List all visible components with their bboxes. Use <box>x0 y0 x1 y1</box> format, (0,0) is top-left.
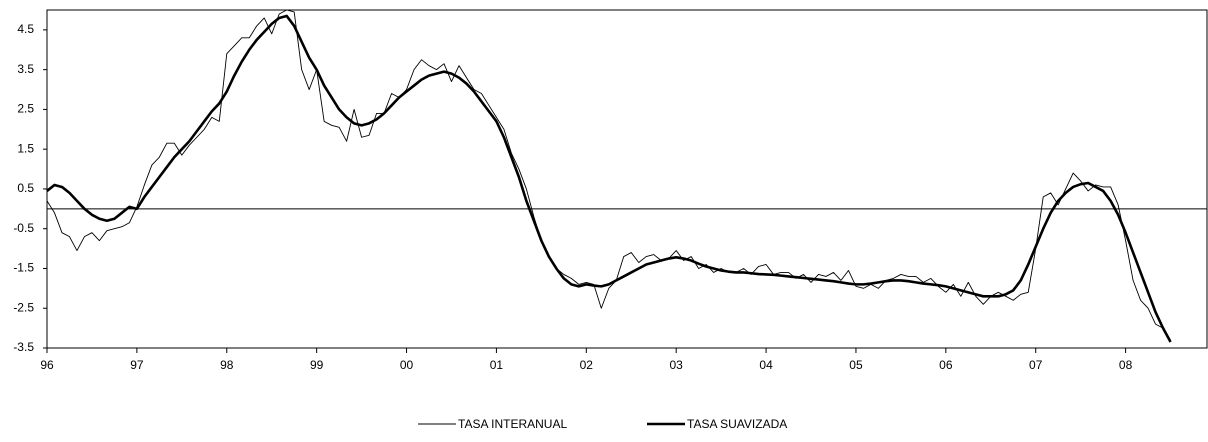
legend-label: TASA SUAVIZADA <box>687 417 787 431</box>
x-tick-label: 99 <box>310 358 324 372</box>
x-tick-label: 98 <box>220 358 234 372</box>
y-tick-label: 4.5 <box>17 22 34 36</box>
x-tick-label: 97 <box>130 358 144 372</box>
y-tick-label: 0.5 <box>17 181 34 195</box>
y-tick-label: 2.5 <box>17 102 34 116</box>
x-tick-label: 06 <box>939 358 953 372</box>
y-tick-label: -1.5 <box>13 261 34 275</box>
y-tick-label: 3.5 <box>17 62 34 76</box>
y-tick-label: 1.5 <box>17 141 34 155</box>
legend-label: TASA INTERANUAL <box>458 417 567 431</box>
x-tick-label: 00 <box>400 358 414 372</box>
x-tick-label: 08 <box>1119 358 1133 372</box>
series-line <box>46 9 1171 341</box>
x-tick-label: 07 <box>1029 358 1043 372</box>
y-tick-label: -3.5 <box>13 340 34 354</box>
x-tick-label: 96 <box>40 358 54 372</box>
y-tick-label: -0.5 <box>13 221 34 235</box>
x-tick-label: 01 <box>490 358 504 372</box>
x-tick-label: 02 <box>580 358 594 372</box>
y-tick-label: -2.5 <box>13 300 34 314</box>
x-tick-label: 05 <box>849 358 863 372</box>
x-tick-label: 04 <box>759 358 773 372</box>
series-line <box>46 14 1172 343</box>
plot-frame <box>46 9 1208 349</box>
x-tick-label: 03 <box>670 358 684 372</box>
